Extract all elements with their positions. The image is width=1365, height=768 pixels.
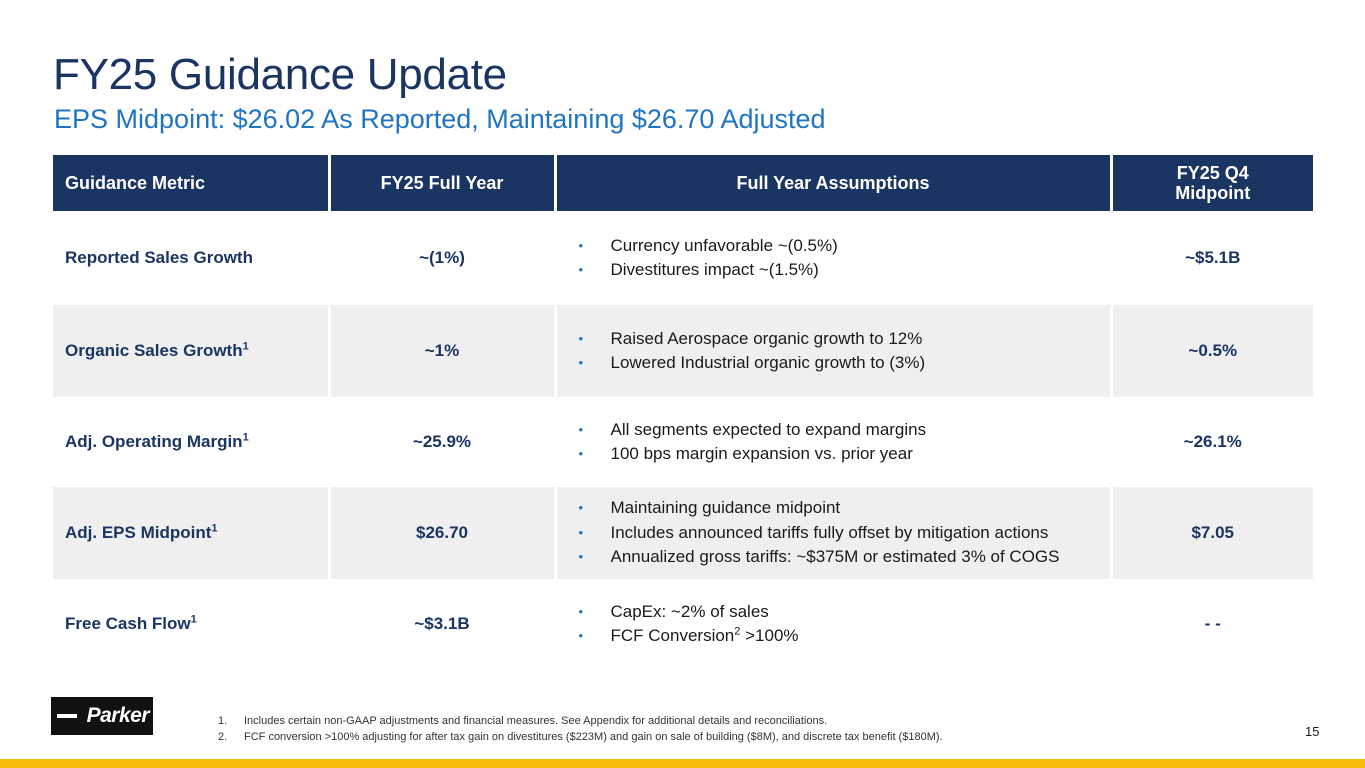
- q4-midpoint-cell: $7.05: [1111, 487, 1313, 579]
- table-header-row: Guidance Metric FY25 Full Year Full Year…: [53, 155, 1313, 211]
- full-year-cell: $26.70: [329, 487, 557, 579]
- list-item: • Divestitures impact ~(1.5%): [577, 258, 1098, 283]
- q4-midpoint-cell: ~26.1%: [1183, 432, 1242, 451]
- bullet-icon: •: [578, 262, 584, 277]
- list-item: • Maintaining guidance midpoint: [577, 496, 1098, 521]
- parker-logo: Parker: [51, 697, 153, 735]
- footnote-item: 2. FCF conversion >100% adjusting for aft…: [218, 730, 943, 743]
- bullet-icon: •: [578, 421, 584, 437]
- header-guidance-metric: Guidance Metric: [53, 155, 331, 211]
- full-year-cell: ~(1%): [329, 211, 557, 305]
- page-title: FY25 Guidance Update: [53, 50, 507, 99]
- bullet-icon: •: [578, 628, 584, 643]
- metric-cell: Adj. EPS Midpoint1: [53, 487, 331, 579]
- list-item: • Annualized gross tariffs: ~$375M or est…: [577, 545, 1098, 570]
- full-year-cell: ~1%: [329, 305, 557, 397]
- table-row: Free Cash Flow1 ~$3.1B • CapEx: ~2% of sa…: [53, 579, 1313, 669]
- full-year-cell: ~25.9%: [329, 397, 557, 487]
- assumptions-cell: • CapEx: ~2% of sales • FCF Conversion2 >1…: [555, 579, 1113, 669]
- footnote-item: 1. Includes certain non-GAAP adjustments …: [218, 715, 828, 727]
- full-year-cell: ~$3.1B: [329, 579, 557, 669]
- assumptions-cell: • Currency unfavorable ~(0.5%) • Divestitu…: [555, 211, 1113, 305]
- table-row: Adj. EPS Midpoint1 $26.70 • Maintaining g…: [53, 487, 1313, 579]
- page-subtitle: EPS Midpoint: $26.02 As Reported, Mainta…: [54, 104, 826, 134]
- bullet-icon: •: [578, 603, 584, 619]
- list-item: • Currency unfavorable ~(0.5%): [577, 234, 1098, 259]
- list-item: • Raised Aerospace organic growth to 12%: [577, 327, 1098, 352]
- list-item: • Lowered Industrial organic growth to (3…: [577, 351, 1098, 376]
- assumptions-cell: • Maintaining guidance midpoint • Includes…: [555, 487, 1113, 579]
- table-row: Adj. Operating Margin1 ~25.9% • All segme…: [53, 397, 1313, 487]
- list-item: • All segments expected to expand margins: [577, 418, 1098, 443]
- bullet-icon: •: [578, 500, 584, 516]
- bullet-icon: •: [578, 549, 584, 565]
- q4-midpoint-cell: - -: [1204, 614, 1221, 633]
- bullet-icon: •: [578, 330, 584, 346]
- header-fy25-full-year: FY25 Full Year: [329, 155, 557, 211]
- logo-text: Parker: [86, 704, 150, 727]
- bullet-icon: •: [578, 237, 584, 253]
- list-item: • CapEx: ~2% of sales: [577, 600, 1098, 625]
- list-item: • 100 bps margin expansion vs. prior year: [577, 442, 1098, 467]
- assumptions-cell: • All segments expected to expand margins…: [555, 397, 1113, 487]
- footnotes: 1. Includes certain non-GAAP adjustments …: [218, 714, 943, 745]
- bullet-icon: •: [578, 524, 584, 540]
- assumptions-cell: • Raised Aerospace organic growth to 12% …: [555, 305, 1113, 397]
- bullet-icon: •: [578, 355, 584, 370]
- metric-cell: Adj. Operating Margin1: [53, 397, 331, 487]
- table-row: Reported Sales Growth ~(1%) • Currency un…: [53, 211, 1313, 305]
- header-full-year-assumptions: Full Year Assumptions: [555, 155, 1113, 211]
- list-item: • FCF Conversion2 >100%: [577, 624, 1098, 649]
- metric-cell: Organic Sales Growth1: [53, 305, 331, 397]
- metric-cell: Free Cash Flow1: [53, 579, 331, 669]
- logo-bar-icon: [57, 714, 77, 718]
- bullet-icon: •: [578, 446, 584, 461]
- bottom-accent-bar: [0, 759, 1365, 768]
- metric-cell: Reported Sales Growth: [53, 211, 331, 305]
- table-row: Organic Sales Growth1 ~1% • Raised Aerosp…: [53, 305, 1313, 397]
- q4-midpoint-cell: ~0.5%: [1111, 305, 1313, 397]
- guidance-table: Guidance Metric FY25 Full Year Full Year…: [53, 155, 1313, 669]
- q4-midpoint-cell: ~$5.1B: [1185, 248, 1241, 267]
- header-fy25-q4-midpoint: FY25 Q4 Midpoint: [1111, 155, 1313, 211]
- page-number: 15: [1305, 724, 1320, 739]
- list-item: • Includes announced tariffs fully offset…: [577, 521, 1098, 546]
